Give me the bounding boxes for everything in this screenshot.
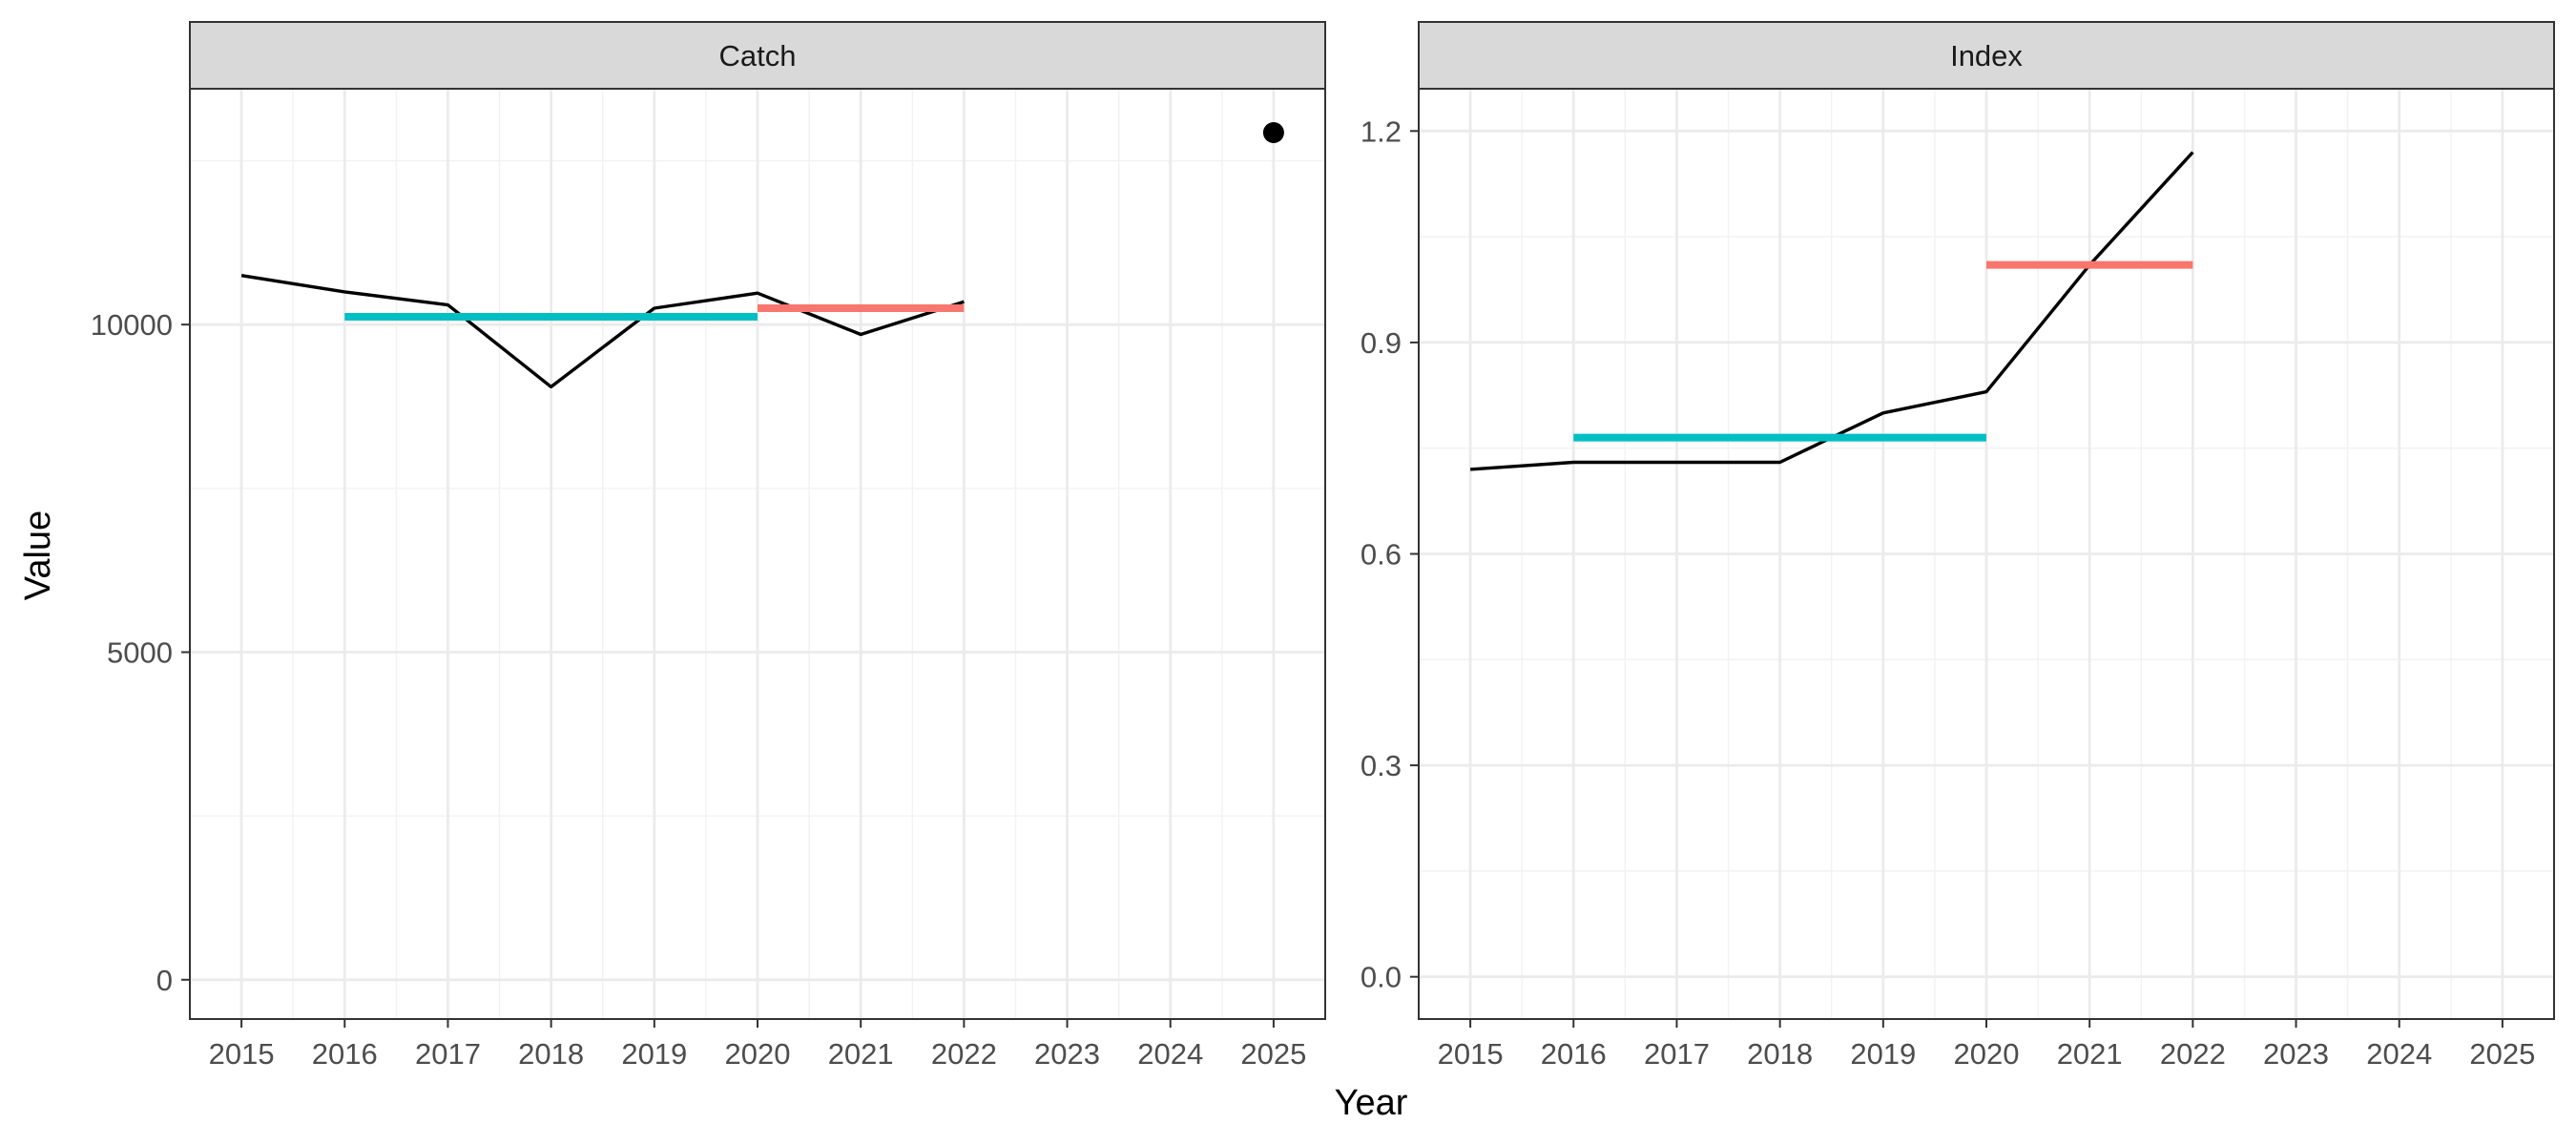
x-tick-label: 2018	[1747, 1037, 1813, 1071]
x-tick-label: 2025	[2469, 1037, 2535, 1071]
x-tick-label: 2022	[2160, 1037, 2226, 1071]
x-tick-label: 2023	[1034, 1037, 1100, 1071]
x-tick-label: 2015	[209, 1037, 275, 1071]
chart-panels: Catch 0 5000 10000 2015 2016 2017 2018 2019 2020 2…	[91, 21, 2555, 1071]
series-line-observed	[240, 274, 965, 389]
y-tick-label: 5000	[107, 635, 173, 669]
x-tick-label: 2017	[1644, 1037, 1710, 1071]
y-tick-label: 0	[156, 964, 173, 997]
y-axis-title: Value	[18, 510, 58, 600]
data-point	[1262, 122, 1284, 144]
x-tick-label: 2016	[1541, 1037, 1607, 1071]
facet-strip-label: Index	[1950, 39, 2023, 73]
x-tick-label: 2017	[415, 1037, 481, 1071]
x-tick-label: 2020	[1954, 1037, 2020, 1071]
facet-strip-label: Catch	[719, 39, 797, 73]
facet-strip	[189, 21, 1326, 90]
y-tick-label: 10000	[91, 308, 173, 342]
x-tick-label: 2020	[725, 1037, 791, 1071]
x-tick-label: 2019	[1850, 1037, 1916, 1071]
x-tick-label: 2019	[621, 1037, 687, 1071]
x-tick-label: 2024	[1137, 1037, 1203, 1071]
panel-index: Index 0.0 0.3 0.6 0.9 1.2 2015 2016 2017 2018 2019…	[1361, 21, 2555, 1071]
x-tick-label: 2015	[1438, 1037, 1504, 1071]
x-tick-label: 2016	[312, 1037, 378, 1071]
x-tick-label: 2022	[931, 1037, 997, 1071]
x-tick-label: 2021	[2057, 1037, 2123, 1071]
y-tick-label: 1.2	[1361, 114, 1402, 148]
y-tick-label: 0.3	[1361, 749, 1402, 782]
y-tick-label: 0.6	[1361, 538, 1402, 572]
x-tick-label: 2021	[828, 1037, 894, 1071]
x-tick-label: 2018	[518, 1037, 584, 1071]
panel-catch: Catch 0 5000 10000 2015 2016 2017 2018 2019 2020 2…	[91, 21, 1326, 1071]
x-axis-title: Year	[1335, 1083, 1408, 1123]
x-tick-label: 2025	[1240, 1037, 1306, 1071]
y-tick-label: 0.9	[1361, 326, 1402, 360]
facet-strip	[1418, 21, 2555, 90]
x-tick-label: 2024	[2366, 1037, 2432, 1071]
y-tick-label: 0.0	[1361, 961, 1402, 994]
x-tick-label: 2023	[2263, 1037, 2329, 1071]
